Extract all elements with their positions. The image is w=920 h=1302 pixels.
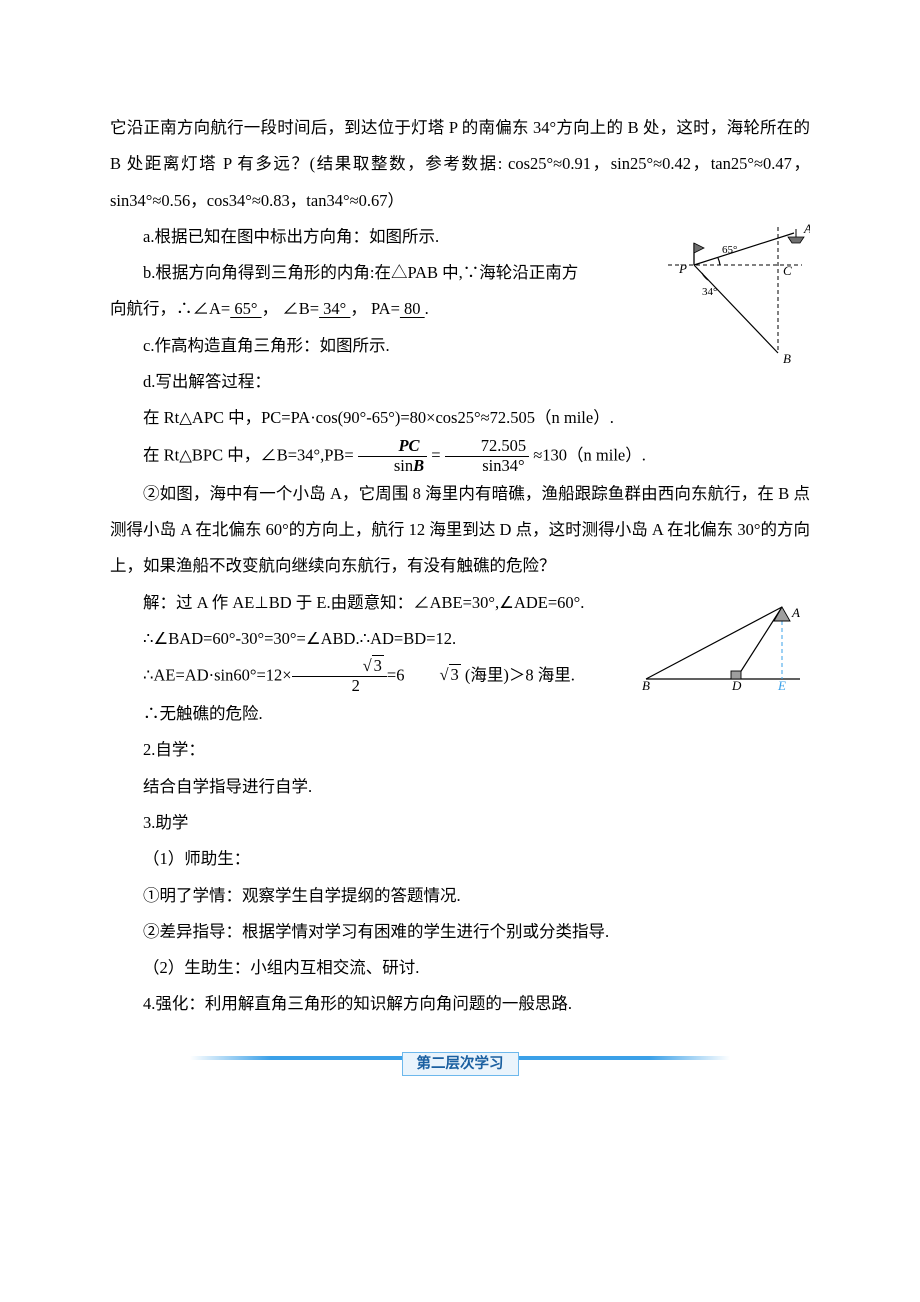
fig1-label-C: C bbox=[783, 263, 792, 278]
d2-frac1: PC sinB bbox=[358, 437, 427, 476]
sol3-frac: √3 2 bbox=[292, 657, 387, 696]
step-b-mid1: ， ∠B= bbox=[262, 299, 319, 318]
blank-pa: 80 bbox=[400, 299, 425, 318]
fig1-label-A: A bbox=[803, 223, 810, 236]
d2-eq: = bbox=[431, 445, 440, 464]
sec-3a-2: ②差异指导：根据学情对学习有困难的学生进行个别或分类指导. bbox=[110, 914, 810, 950]
step-d-line1: 在 Rt△APC 中，PC=PA·cos(90°-65°)=80×cos25°≈… bbox=[110, 400, 810, 436]
step-b-end: . bbox=[425, 299, 429, 318]
blank-angle-b: 34° bbox=[319, 299, 350, 318]
step-b-mid2: ， PA= bbox=[350, 299, 400, 318]
sec-3a-1: ①明了学情：观察学生自学提纲的答题情况. bbox=[110, 878, 810, 914]
blank-angle-a: 65° bbox=[230, 299, 261, 318]
fig2-label-B: B bbox=[642, 678, 650, 691]
fig2-label-A: A bbox=[791, 605, 800, 620]
d2-pre: 在 Rt△BPC 中，∠B=34°,PB= bbox=[143, 445, 354, 464]
d2-post: ≈130（n mile）. bbox=[533, 445, 646, 464]
sec-2-body: 结合自学指导进行自学. bbox=[110, 769, 810, 805]
fig2-label-D: D bbox=[731, 678, 742, 691]
sec-3-title: 3.助学 bbox=[110, 805, 810, 841]
sol3-frac-num: 3 bbox=[372, 655, 384, 675]
sec-2-title: 2.自学： bbox=[110, 732, 810, 768]
figure-2: A B D E bbox=[640, 591, 810, 704]
fig2-label-E: E bbox=[777, 678, 786, 691]
figure-1: A P C B 65° 34° bbox=[660, 223, 810, 386]
banner-label: 第二层次学习 bbox=[402, 1052, 519, 1076]
d2-f1-num: PC bbox=[398, 436, 419, 455]
d2-f2-den: sin34° bbox=[445, 457, 529, 476]
sol3-post: (海里)＞8 海里. bbox=[461, 665, 575, 684]
fig1-angle-65: 65° bbox=[722, 244, 737, 256]
sol3-sqrt: √3 bbox=[404, 657, 460, 693]
sec-3b: （2）生助生：小组内互相交流、研讨. bbox=[110, 950, 810, 986]
sec-3a: （1）师助生： bbox=[110, 841, 810, 877]
d2-f1-den-sin: sin bbox=[394, 456, 413, 475]
d2-frac2: 72.505 sin34° bbox=[445, 437, 529, 476]
d2-f2-num: 72.505 bbox=[445, 437, 529, 457]
d2-f1-den-b: B bbox=[413, 456, 424, 475]
step-d-line2: 在 Rt△BPC 中，∠B=34°,PB= PC sinB = 72.505 s… bbox=[110, 437, 810, 476]
sol3-frac-den: 2 bbox=[292, 677, 387, 696]
sec-4: 4.强化：利用解直角三角形的知识解方向角问题的一般思路. bbox=[110, 986, 810, 1022]
sol3-mid: =6 bbox=[387, 665, 405, 684]
sol3-rad: 3 bbox=[449, 664, 461, 684]
step-b-l2-pre: 向航行，∴∠A= bbox=[110, 299, 230, 318]
ship-icon bbox=[788, 229, 804, 243]
section-banner: 第二层次学习 bbox=[190, 1045, 730, 1071]
fig1-label-P: P bbox=[678, 261, 687, 276]
problem-1-stem: 它沿正南方向航行一段时间后，到达位于灯塔 P 的南偏东 34°方向上的 B 处，… bbox=[110, 110, 810, 219]
problem-2-stem: ②如图，海中有一个小岛 A，它周围 8 海里内有暗礁，渔船跟踪鱼群由西向东航行，… bbox=[110, 476, 810, 585]
island-icon bbox=[774, 607, 790, 621]
fig1-label-B: B bbox=[783, 351, 791, 366]
document-page: 它沿正南方向航行一段时间后，到达位于灯塔 P 的南偏东 34°方向上的 B 处，… bbox=[0, 0, 920, 1302]
fig1-angle-34: 34° bbox=[702, 286, 717, 298]
sol3-pre: ∴AE=AD·sin60°=12× bbox=[143, 665, 292, 684]
